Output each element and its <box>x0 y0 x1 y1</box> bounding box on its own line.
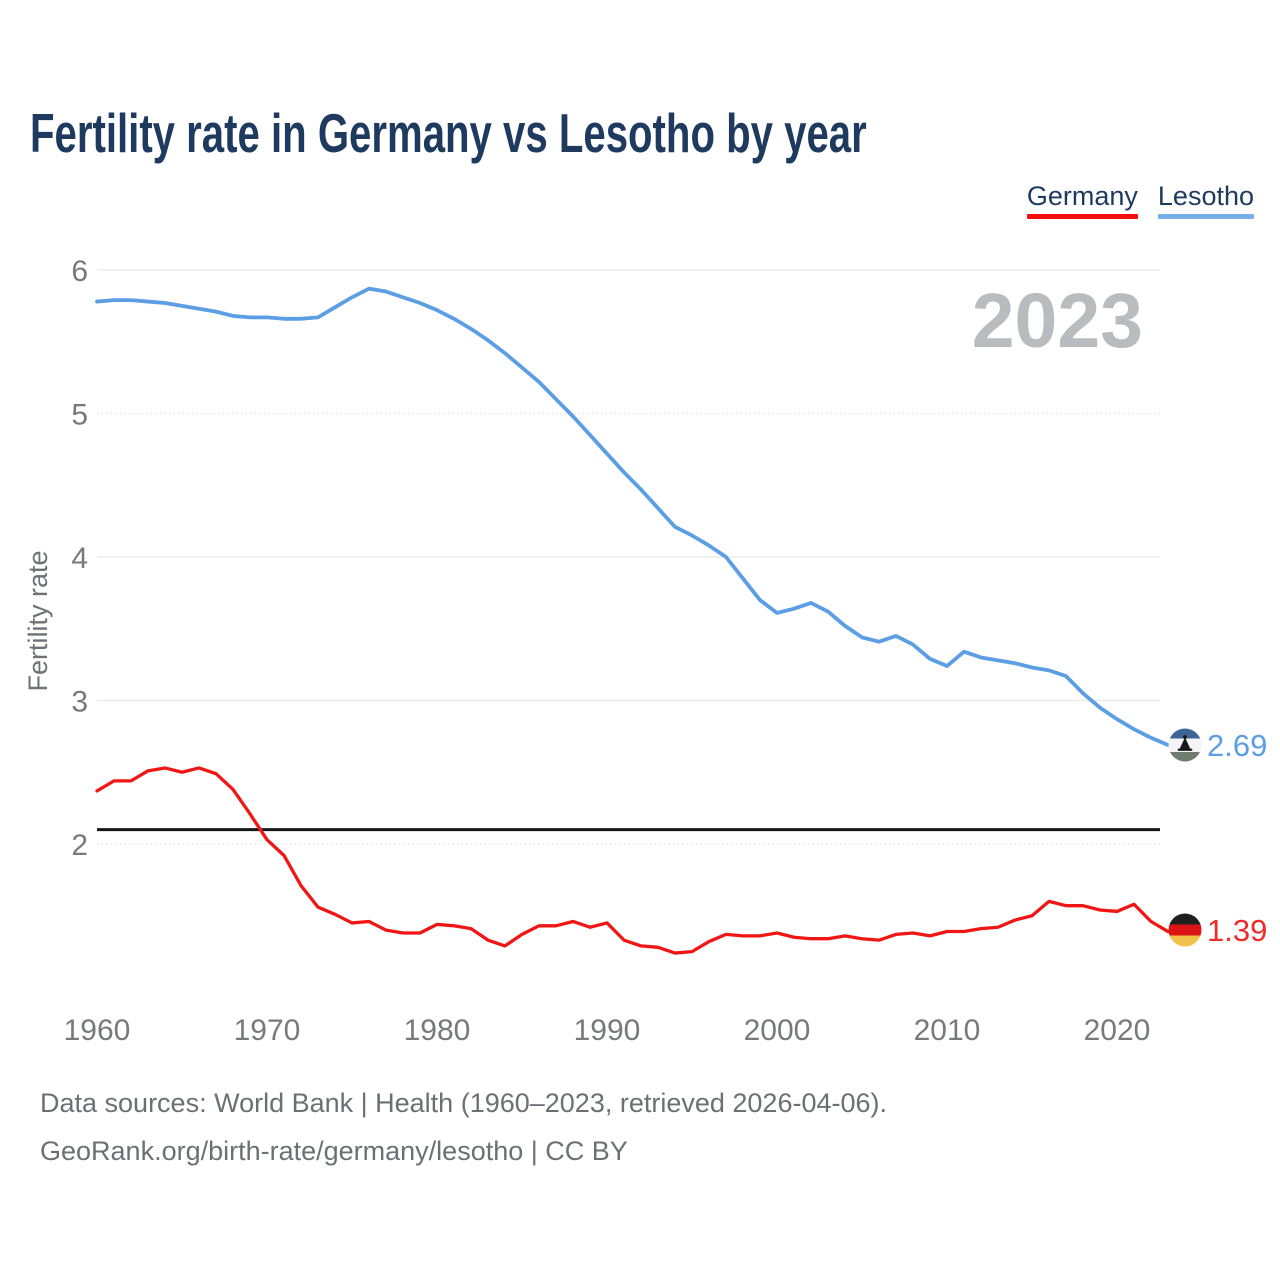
x-tick-2020: 2020 <box>1084 1014 1151 1047</box>
page-title: Fertility rate in Germany vs Lesotho by … <box>30 102 867 164</box>
legend-item-germany[interactable]: Germany <box>1026 181 1138 219</box>
legend-underline-germany <box>1026 214 1138 219</box>
y-tick-4: 4 <box>71 542 88 575</box>
germany-flag-icon <box>1168 913 1202 947</box>
y-tick-2: 2 <box>71 829 88 862</box>
y-tick-6: 6 <box>71 255 88 288</box>
footer: Data sources: World Bank | Health (1960–… <box>40 1079 887 1175</box>
lesotho-flag-icon <box>1168 728 1202 762</box>
x-tick-1960: 1960 <box>64 1014 131 1047</box>
y-axis-title: Fertility rate <box>23 550 53 691</box>
x-tick-2010: 2010 <box>914 1014 981 1047</box>
series-layer <box>95 286 1170 955</box>
footer-attribution-line: GeoRank.org/birth-rate/germany/lesotho |… <box>40 1136 628 1166</box>
legend-underline-lesotho <box>1157 214 1254 219</box>
series-line-germany[interactable] <box>95 766 1170 955</box>
legend-item-lesotho[interactable]: Lesotho <box>1157 181 1254 219</box>
lesotho-end-value: 2.69 <box>1207 728 1267 763</box>
legend-label-lesotho: Lesotho <box>1157 181 1254 211</box>
x-tick-1970: 1970 <box>234 1014 301 1047</box>
x-tick-1980: 1980 <box>404 1014 471 1047</box>
x-tick-2000: 2000 <box>744 1014 811 1047</box>
x-tick-1990: 1990 <box>574 1014 641 1047</box>
y-tick-5: 5 <box>71 399 88 432</box>
y-tick-3: 3 <box>71 686 88 719</box>
gridlines <box>97 269 1160 845</box>
footer-source-line: Data sources: World Bank | Health (1960–… <box>40 1088 887 1118</box>
legend-label-germany: Germany <box>1026 181 1138 211</box>
series-line-lesotho[interactable] <box>95 286 1170 747</box>
watermark-year: 2023 <box>972 278 1143 364</box>
germany-end-value: 1.39 <box>1207 913 1267 948</box>
legend: Germany Lesotho <box>1026 181 1254 219</box>
